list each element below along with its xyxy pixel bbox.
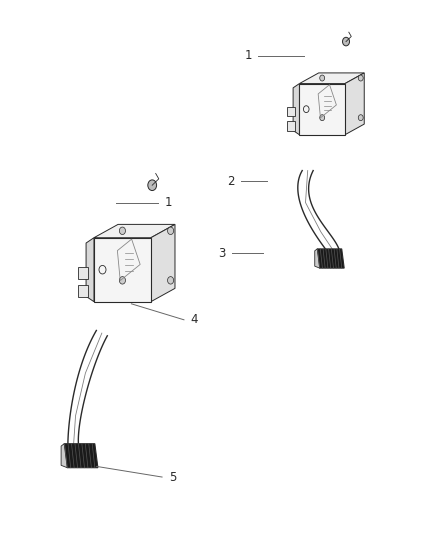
Polygon shape xyxy=(94,238,151,302)
Polygon shape xyxy=(86,238,94,302)
Text: 5: 5 xyxy=(169,471,176,483)
Polygon shape xyxy=(61,443,67,468)
Circle shape xyxy=(320,75,325,81)
Circle shape xyxy=(148,180,157,190)
Circle shape xyxy=(119,277,125,284)
Polygon shape xyxy=(94,224,175,238)
Text: 1: 1 xyxy=(244,50,252,62)
Polygon shape xyxy=(345,73,364,135)
Text: 3: 3 xyxy=(218,247,226,260)
Bar xyxy=(78,267,88,279)
Circle shape xyxy=(358,115,363,120)
Text: 4: 4 xyxy=(191,313,198,326)
Polygon shape xyxy=(293,84,300,135)
Circle shape xyxy=(167,227,173,235)
Bar xyxy=(287,107,294,116)
Polygon shape xyxy=(317,249,344,268)
Circle shape xyxy=(358,75,363,81)
Polygon shape xyxy=(151,224,175,302)
Polygon shape xyxy=(64,443,98,468)
Bar xyxy=(78,285,88,297)
Circle shape xyxy=(119,227,125,235)
Polygon shape xyxy=(300,84,345,135)
Polygon shape xyxy=(300,73,364,84)
Text: 2: 2 xyxy=(227,175,234,188)
Polygon shape xyxy=(315,249,320,268)
Text: 1: 1 xyxy=(164,196,172,209)
Circle shape xyxy=(167,277,173,284)
Circle shape xyxy=(343,37,350,46)
Circle shape xyxy=(320,115,325,120)
Bar xyxy=(287,122,294,131)
